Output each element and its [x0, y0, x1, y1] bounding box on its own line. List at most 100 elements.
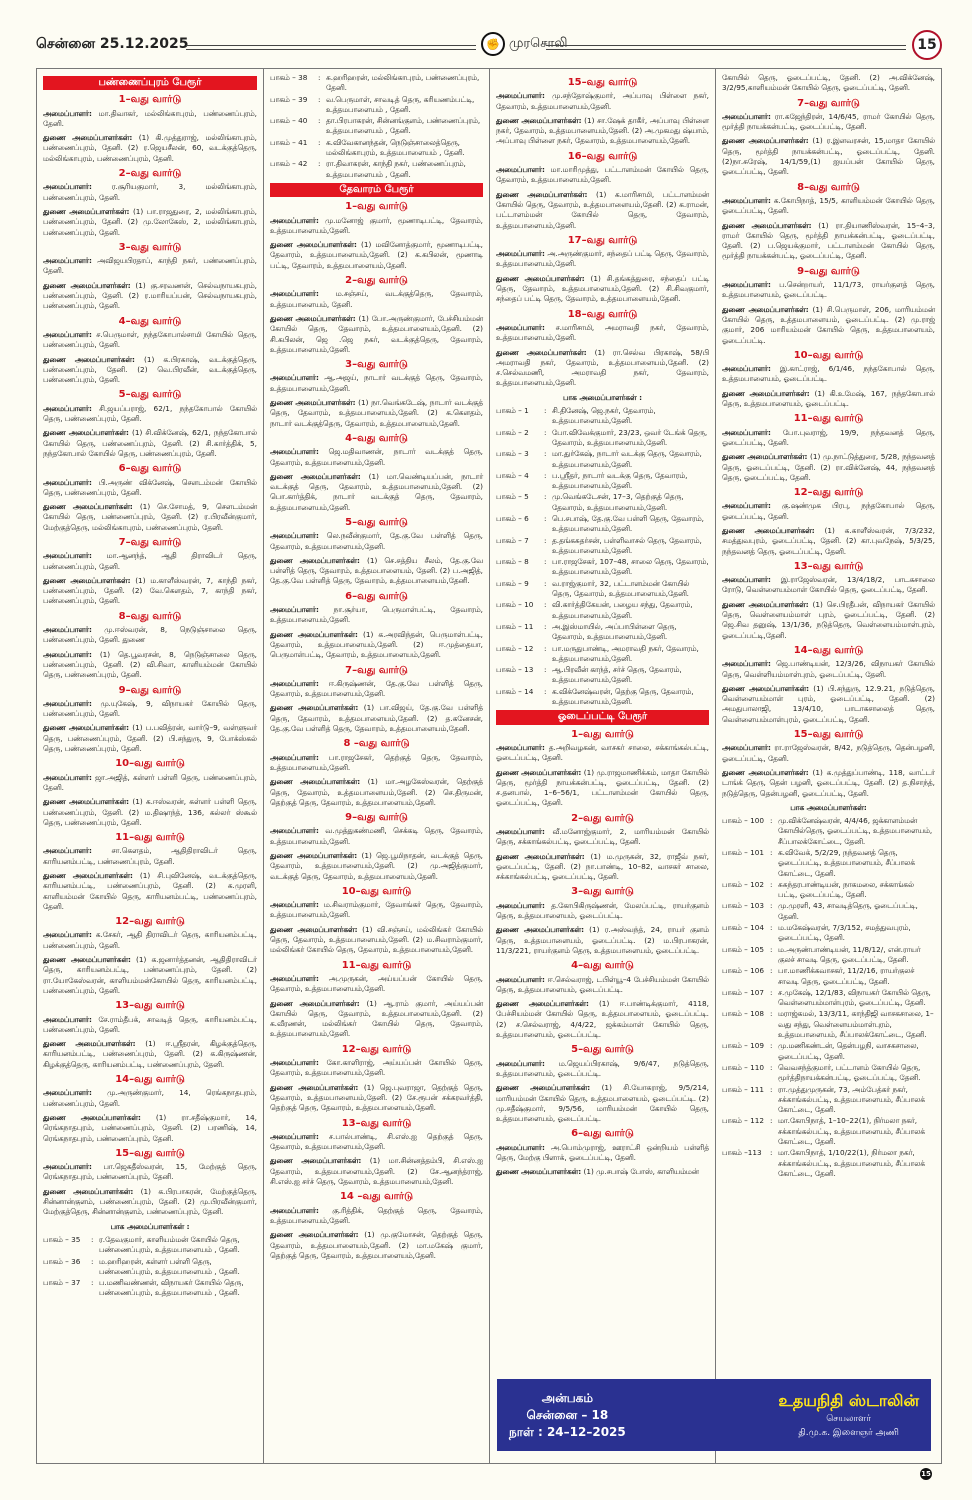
- deputy-organisers-label: துணை அமைப்பாளர்கள்:: [43, 354, 135, 364]
- content-frame: பண்ணைப்புரம் பேரூர் 1–வது வார்டு அமைப்பாளர…: [36, 68, 942, 1464]
- ward-heading: 5–வது வார்டு: [345, 516, 408, 528]
- organiser-label: அமைப்பாளர்:: [43, 1014, 92, 1024]
- organiser-entry: அமைப்பாளர்: இ.ராஜேஸ்வரன், 13/4/18/2, பாட…: [722, 575, 935, 596]
- separator: :: [544, 406, 547, 416]
- booth-entry: பாகம் – 10: வி.கார்த்திகேயன், பழைய சந்து,…: [496, 600, 709, 621]
- separator: :: [770, 816, 773, 826]
- ward-heading: 11–வது வார்டு: [341, 959, 412, 971]
- deputy-organisers-entry: துணை அமைப்பாளர்கள்: (1) ஜெ.பூமிநாதன், வட…: [270, 851, 483, 882]
- booth-number: பாகம் – 109: [722, 1041, 764, 1051]
- deputy-organisers-entry: துணை அமைப்பாளர்கள்: (1) செ.பிரதீபன், விந…: [722, 600, 935, 641]
- deputy-organisers-entry: துணை அமைப்பாளர்கள்: (1) பா.ராஜதுரை, 2, ம…: [43, 207, 257, 238]
- separator: :: [544, 686, 547, 696]
- deputy-organisers-entry: துணை அமைப்பாளர்கள்: (1) செ.சத்திய சீலம்,…: [270, 556, 483, 587]
- deputy-organisers-label: துணை அமைப்பாளர்கள்:: [43, 955, 131, 965]
- organiser-label: அமைப்பாளர்:: [496, 91, 545, 101]
- organiser-entry: அமைப்பாளர்: ப.சென்றாயர், 11/1/73, ராயர்க…: [722, 280, 935, 301]
- entry-text: வ.முத்துகண்மணி, செக்கடி தெரு, தேவாரம், உ…: [270, 826, 483, 846]
- booth-number: பாகம் – 104: [722, 923, 764, 933]
- entry-text: (1) மவினோத்குமார், மூணாடிபட்டி, தேவாரம்,…: [270, 240, 483, 270]
- organiser-entry: அமைப்பாளர்: அ.முருகன், அய்யப்பன் கோயில் …: [270, 974, 483, 995]
- banner-place: அன்பகம்: [541, 1390, 593, 1405]
- organiser-entry: அமைப்பாளர்: ஈ.செல்வராஜ், டபிள்யூ–4 பேச்ச…: [496, 975, 709, 996]
- deputy-organisers-entry: துணை அமைப்பாளர்கள்: (1) மு.நாட்டுத்துரை,…: [722, 452, 935, 483]
- deputy-organisers-label: துணை அமைப்பாளர்கள்:: [43, 575, 131, 585]
- entry-text: (1) ஈ.பாண்டிக்குமார், 4118, பேச்சியம்மன்…: [496, 999, 709, 1040]
- organiser-label: அமைப்பாளர்:: [43, 698, 92, 708]
- entry-text: (1) ஈ.ஸ்ரீதரன், கிழக்குத்தெரு, காரியனம்ப…: [43, 1039, 257, 1069]
- organiser-entry: அமைப்பாளர்: த.அறிவழகன், வாசகர் சாலை, சக்…: [496, 743, 709, 764]
- entry-text: (1) கு.சரவணன், செல்வநாயகபுரம், பண்ணைப்பு…: [43, 280, 257, 311]
- booth-entry: பாகம் – 105: ம.அருண்பாண்டியன், 11/8/12/, …: [722, 945, 935, 966]
- deputy-organisers-label: துணை அமைப்பாளர்கள்:: [496, 115, 582, 125]
- organiser-label: அமைப்பாளர்:: [722, 575, 771, 585]
- ward-heading: 10–வது வார்டு: [341, 885, 412, 897]
- deputy-organisers-entry: துணை அமைப்பாளர்கள்: (1) மு.ராஜமாணிக்கம்,…: [496, 768, 709, 809]
- separator: :: [770, 1062, 773, 1072]
- booth-organisers-heading: பாக அமைப்பாளர்கள் :: [562, 392, 643, 402]
- deputy-organisers-label: துணை அமைப்பாளர்கள்:: [270, 471, 361, 481]
- organiser-entry: அமைப்பாளர்: ஜா.அஜித், கள்ளர் பள்ளி தெரு,…: [43, 773, 257, 794]
- entry-text: (1) பி.சந்துரு, 12.9.21, நடுத்தெரு, வெள்…: [722, 683, 935, 724]
- booth-number: பாகம் – 41: [270, 137, 308, 147]
- organiser-label: அமைப்பாளர்:: [270, 826, 319, 836]
- deputy-organisers-entry: துணை அமைப்பாளர்கள்: (1) க.முத்துப்பாண்டி…: [722, 768, 935, 799]
- organiser-entry: அமைப்பாளர்: மு.அருண்குமார், 14, ரெங்கநாத…: [43, 1088, 257, 1109]
- organiser-label: அமைப்பாளர்:: [496, 900, 545, 910]
- booth-organisers-heading: பாக அமைப்பாளர்கள் :: [110, 1221, 190, 1231]
- booth-number: பாகம் – 6: [496, 513, 529, 523]
- organiser-label: அமைப்பாளர்:: [722, 111, 771, 121]
- organiser-entry: அமைப்பாளர்: லெ.நவீன்குமார், தே.கு.வே பள்…: [270, 531, 483, 552]
- booth-number: பாகம் – 7: [496, 535, 529, 545]
- deputy-organisers-label: துணை அமைப்பாளர்கள்:: [496, 925, 585, 935]
- ward-heading: 4–வது வார்டு: [571, 960, 634, 972]
- entry-text: ர.சூரியகுமார், 3, மல்லிங்காபுரம், பண்ணைப…: [43, 182, 257, 202]
- entry-text: (1) ரா.செல்வ பிரகாஷ், 58/பி அமராவதி நகர்…: [496, 347, 709, 388]
- entry-text: (1) மா.வெண்டியப்பன், நாடார் வடக்குத் தெர…: [270, 471, 483, 512]
- organiser-label: அமைப்பாளர்:: [722, 659, 771, 669]
- booth-organiser: போ.விவேக்குமார், 23/23, ஒவர் டேங்க் தெரு…: [552, 427, 708, 447]
- organiser-entry: அமைப்பாளர்: மு.சந்தோஷ்குமார், அப்பாவு பி…: [496, 91, 709, 112]
- separator: :: [770, 848, 773, 857]
- ward-heading: 6–வது வார்டு: [345, 590, 408, 602]
- deputy-organisers-entry: துணை அமைப்பாளர்கள்: (1) க.பிரகாஷ், வடக்க…: [43, 355, 257, 386]
- organiser-label: அமைப்பாளர்:: [270, 531, 319, 541]
- deputy-organisers-label: துணை அமைப்பாளர்கள்:: [496, 1083, 591, 1093]
- organiser-label: அமைப்பாளர்:: [496, 1142, 545, 1152]
- organiser-entry: அமைப்பாளர்: ச.பால்பாண்டி, சி.எஸ்.ஐ தெற்க…: [270, 1132, 483, 1153]
- booth-number: பாகம் – 3: [496, 449, 529, 459]
- ward-heading: 14 –வது வார்டு: [339, 1191, 414, 1203]
- entry-text: அ.பொம்முராஜ், ஊராட்சி ஒன்றியம் பள்ளித் த…: [496, 1142, 709, 1163]
- booth-entry: பாகம் –113: மா.கோபிநாத், 1/10/22(1), நிர்…: [722, 1148, 935, 1179]
- entry-text: மு.சந்தோஷ்குமார், அப்பாவு பிள்ளை நகர், த…: [496, 91, 710, 111]
- separator: :: [544, 535, 547, 545]
- organiser-entry: அமைப்பாளர்: க.சேகர், ஆதி திராவிடர் தெரு,…: [43, 930, 257, 951]
- organiser-entry: அமைப்பாளர்: பி.அருண் விக்னேஷ், சௌடம்மன் …: [43, 478, 257, 499]
- entry-text: (1) க.ஜனார்த்தனன், ஆதிதிராவிடர் தெரு, கா…: [43, 955, 257, 995]
- deputy-organisers-entry: துணை அமைப்பாளர்கள்: (1) கு.சரவணன், செல்வ…: [43, 281, 257, 312]
- booth-number: பாகம் – 102: [722, 879, 764, 889]
- entry-text: மா.ஆனந்த், ஆதி திராவிடர் தெரு, பண்ணைப்பு…: [43, 551, 257, 571]
- booth-entry: பாகம் – 5: மு.வெங்கடேசன், 17–3, தெற்குத் …: [496, 492, 709, 513]
- deputy-organisers-label: துணை அமைப்பாளர்கள்:: [43, 428, 129, 438]
- drum-emblem-icon: ✊: [481, 32, 505, 56]
- booth-organiser: மு.வெங்கடேசன், 17–3, தெற்குத் தெரு, தேவா…: [552, 492, 684, 512]
- organiser-label: அமைப்பாளர்:: [270, 605, 319, 615]
- organiser-entry: அமைப்பாளர்: ம.சஞ்சய், வடக்குத்தெரு, தேவா…: [270, 289, 483, 310]
- entry-text: இ.ராஜேஸ்வரன், 13/4/18/2, பாடகசாலை ரோடு, …: [722, 575, 935, 595]
- entry-text: ஆ.அஜய், நாடார் வடக்குத் தெரு, தேவாரம், உ…: [270, 373, 483, 393]
- booth-entry: பாகம் – 103: மு.முரளி, 43, சாவடித்தெரு, ஓ…: [722, 901, 935, 922]
- separator: :: [318, 73, 321, 82]
- entry-text: (1) பா.ராஜதுரை, 2, மல்லிங்காபுரம், பண்ணை…: [43, 206, 257, 237]
- deputy-organisers-label: துணை அமைப்பாளர்கள்:: [270, 398, 356, 408]
- separator: :: [544, 470, 547, 480]
- entry-text: (1) ப.பவித்ரன், வார்டு–9, வள்ளுவர் தெரு,…: [43, 723, 258, 754]
- organiser-label: அமைப்பாளர்:: [496, 249, 545, 259]
- separator: :: [770, 1148, 773, 1158]
- entry-text: (1) மு.குமோசன், தெற்குத் தெரு, தேவாரம், …: [270, 1230, 483, 1260]
- booth-organiser: ப.மணிவண்ணன், விநாயகர் கோயில் தெரு, பண்ணை…: [99, 1278, 244, 1298]
- ward-heading: 13–வது வார்டு: [341, 1117, 412, 1129]
- booth-entry: பாகம் – 38: சு.ஹரிஹரன், மல்லிங்காபுரம், ப…: [270, 73, 483, 94]
- deputy-organisers-label: துணை அமைப்பாளர்கள்:: [43, 502, 133, 512]
- booth-entry: பாகம் – 100: மு.விக்னேஷ்வரன், 4/4/46, ஜக்…: [722, 816, 935, 847]
